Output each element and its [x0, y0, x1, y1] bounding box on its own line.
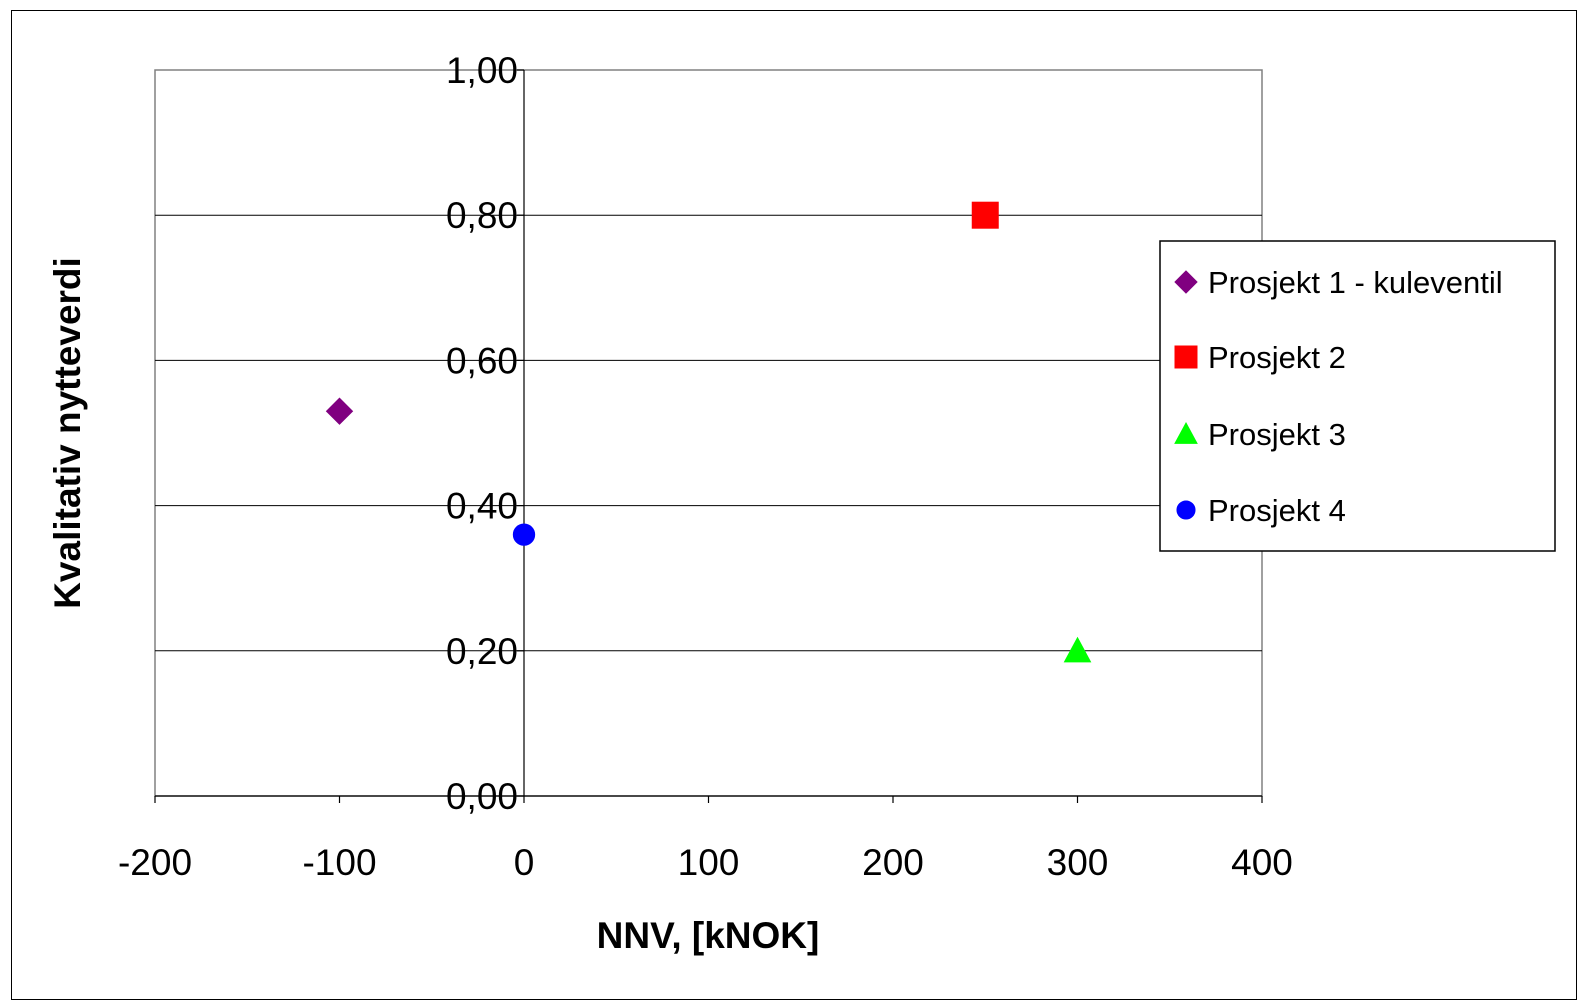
y-tick-label: 0,40: [446, 486, 518, 527]
data-points: [325, 201, 1092, 663]
y-tick-label: 0,60: [446, 340, 518, 381]
legend-item-label: Prosjekt 4: [1208, 493, 1346, 528]
legend-item-label: Prosjekt 1 - kuleventil: [1208, 265, 1503, 300]
y-tick-labels: 0,00 0,20 0,40 0,60 0,80 1,00: [446, 50, 518, 817]
x-tick-label: -200: [118, 842, 192, 883]
legend-triangle-icon: [1174, 421, 1198, 444]
y-tick-label: 0,20: [446, 631, 518, 672]
gridlines: [155, 214, 1262, 652]
legend-circle-icon: [1176, 500, 1196, 520]
y-tick-label: 0,00: [446, 776, 518, 817]
legend-square-icon: [1174, 345, 1198, 369]
data-point-triangle-3: [1063, 636, 1092, 663]
plot-area-border: [154, 69, 1263, 797]
x-tick-label: 100: [678, 842, 740, 883]
axes: [154, 69, 1263, 803]
legend-box: [1159, 240, 1556, 552]
legend: Prosjekt 1 - kuleventil Prosjekt 2 Prosjek…: [1159, 240, 1556, 552]
plot-area: [154, 69, 1263, 797]
x-tick-label: 300: [1047, 842, 1109, 883]
data-point-square-2: [971, 201, 999, 229]
legend-item-label: Prosjekt 3: [1208, 417, 1346, 452]
x-tick-label: 200: [862, 842, 924, 883]
x-tick-labels: -200 -100 0 100 200 300 400: [118, 842, 1293, 883]
x-tick-label: 0: [514, 842, 535, 883]
y-tick-label: 0,80: [446, 195, 518, 236]
y-axis-title: Kvalitativ nytteverdi: [47, 257, 88, 609]
data-point-diamond-1: [325, 397, 354, 425]
x-tick-label: 400: [1231, 842, 1293, 883]
x-axis-title: NNV, [kNOK]: [597, 915, 820, 956]
data-point-circle-4: [512, 523, 536, 546]
y-tick-label: 1,00: [446, 50, 518, 91]
legend-items: Prosjekt 1 - kuleventil Prosjekt 2 Prosjek…: [1174, 265, 1503, 528]
legend-item-label: Prosjekt 2: [1208, 340, 1346, 375]
x-tick-label: -100: [302, 842, 376, 883]
legend-diamond-icon: [1174, 270, 1198, 294]
